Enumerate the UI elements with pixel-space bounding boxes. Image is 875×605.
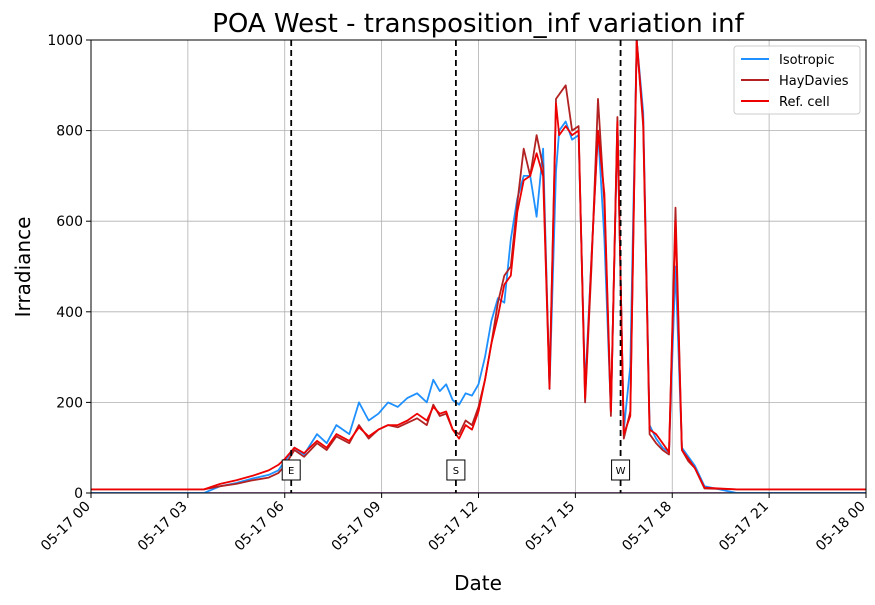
x-tick-label: 05-17 15: [522, 499, 578, 555]
y-tick-label: 0: [74, 486, 83, 502]
y-axis-ticks: 0 200 400 600 800 1000: [47, 33, 91, 502]
y-axis-label: Irradiance: [11, 217, 35, 318]
x-tick-label: 05-17 06: [232, 498, 288, 554]
x-axis-ticks: 05-17 00 05-17 03 05-17 06 05-17 09 05-17 12…: [38, 493, 869, 554]
x-tick-label: 05-17 03: [135, 499, 191, 555]
legend-label: HayDavies: [779, 74, 849, 89]
marker-label: S: [453, 466, 459, 477]
x-axis-label: Date: [454, 571, 502, 595]
marker-box: [281, 459, 301, 481]
x-tick-label: 05-17 21: [716, 499, 772, 555]
x-tick-label: 05-17 00: [38, 499, 94, 555]
series-line-ref-cell: [91, 40, 866, 491]
marker-box: [446, 459, 466, 481]
x-tick-label: 05-18 00: [813, 499, 869, 555]
x-tick-label: 05-17 18: [619, 499, 675, 555]
legend: Isotropic HayDavies Ref. cell: [733, 45, 861, 115]
y-tick-label: 800: [56, 124, 83, 140]
series-lines: [91, 40, 866, 493]
y-tick-label: 400: [56, 305, 83, 321]
legend-label: Ref. cell: [779, 95, 830, 110]
legend-label: Isotropic: [779, 53, 835, 68]
y-tick-label: 200: [56, 395, 83, 411]
marker-label: W: [616, 466, 626, 477]
x-tick-label: 05-17 09: [329, 499, 385, 555]
y-tick-label: 600: [56, 214, 83, 230]
marker-label: E: [288, 466, 294, 477]
y-tick-label: 1000: [47, 33, 83, 49]
chart-title: POA West - transposition_inf variation i…: [212, 9, 744, 39]
legend-box: [733, 45, 861, 115]
x-tick-label: 05-17 12: [426, 499, 482, 555]
marker-box: [611, 459, 631, 481]
